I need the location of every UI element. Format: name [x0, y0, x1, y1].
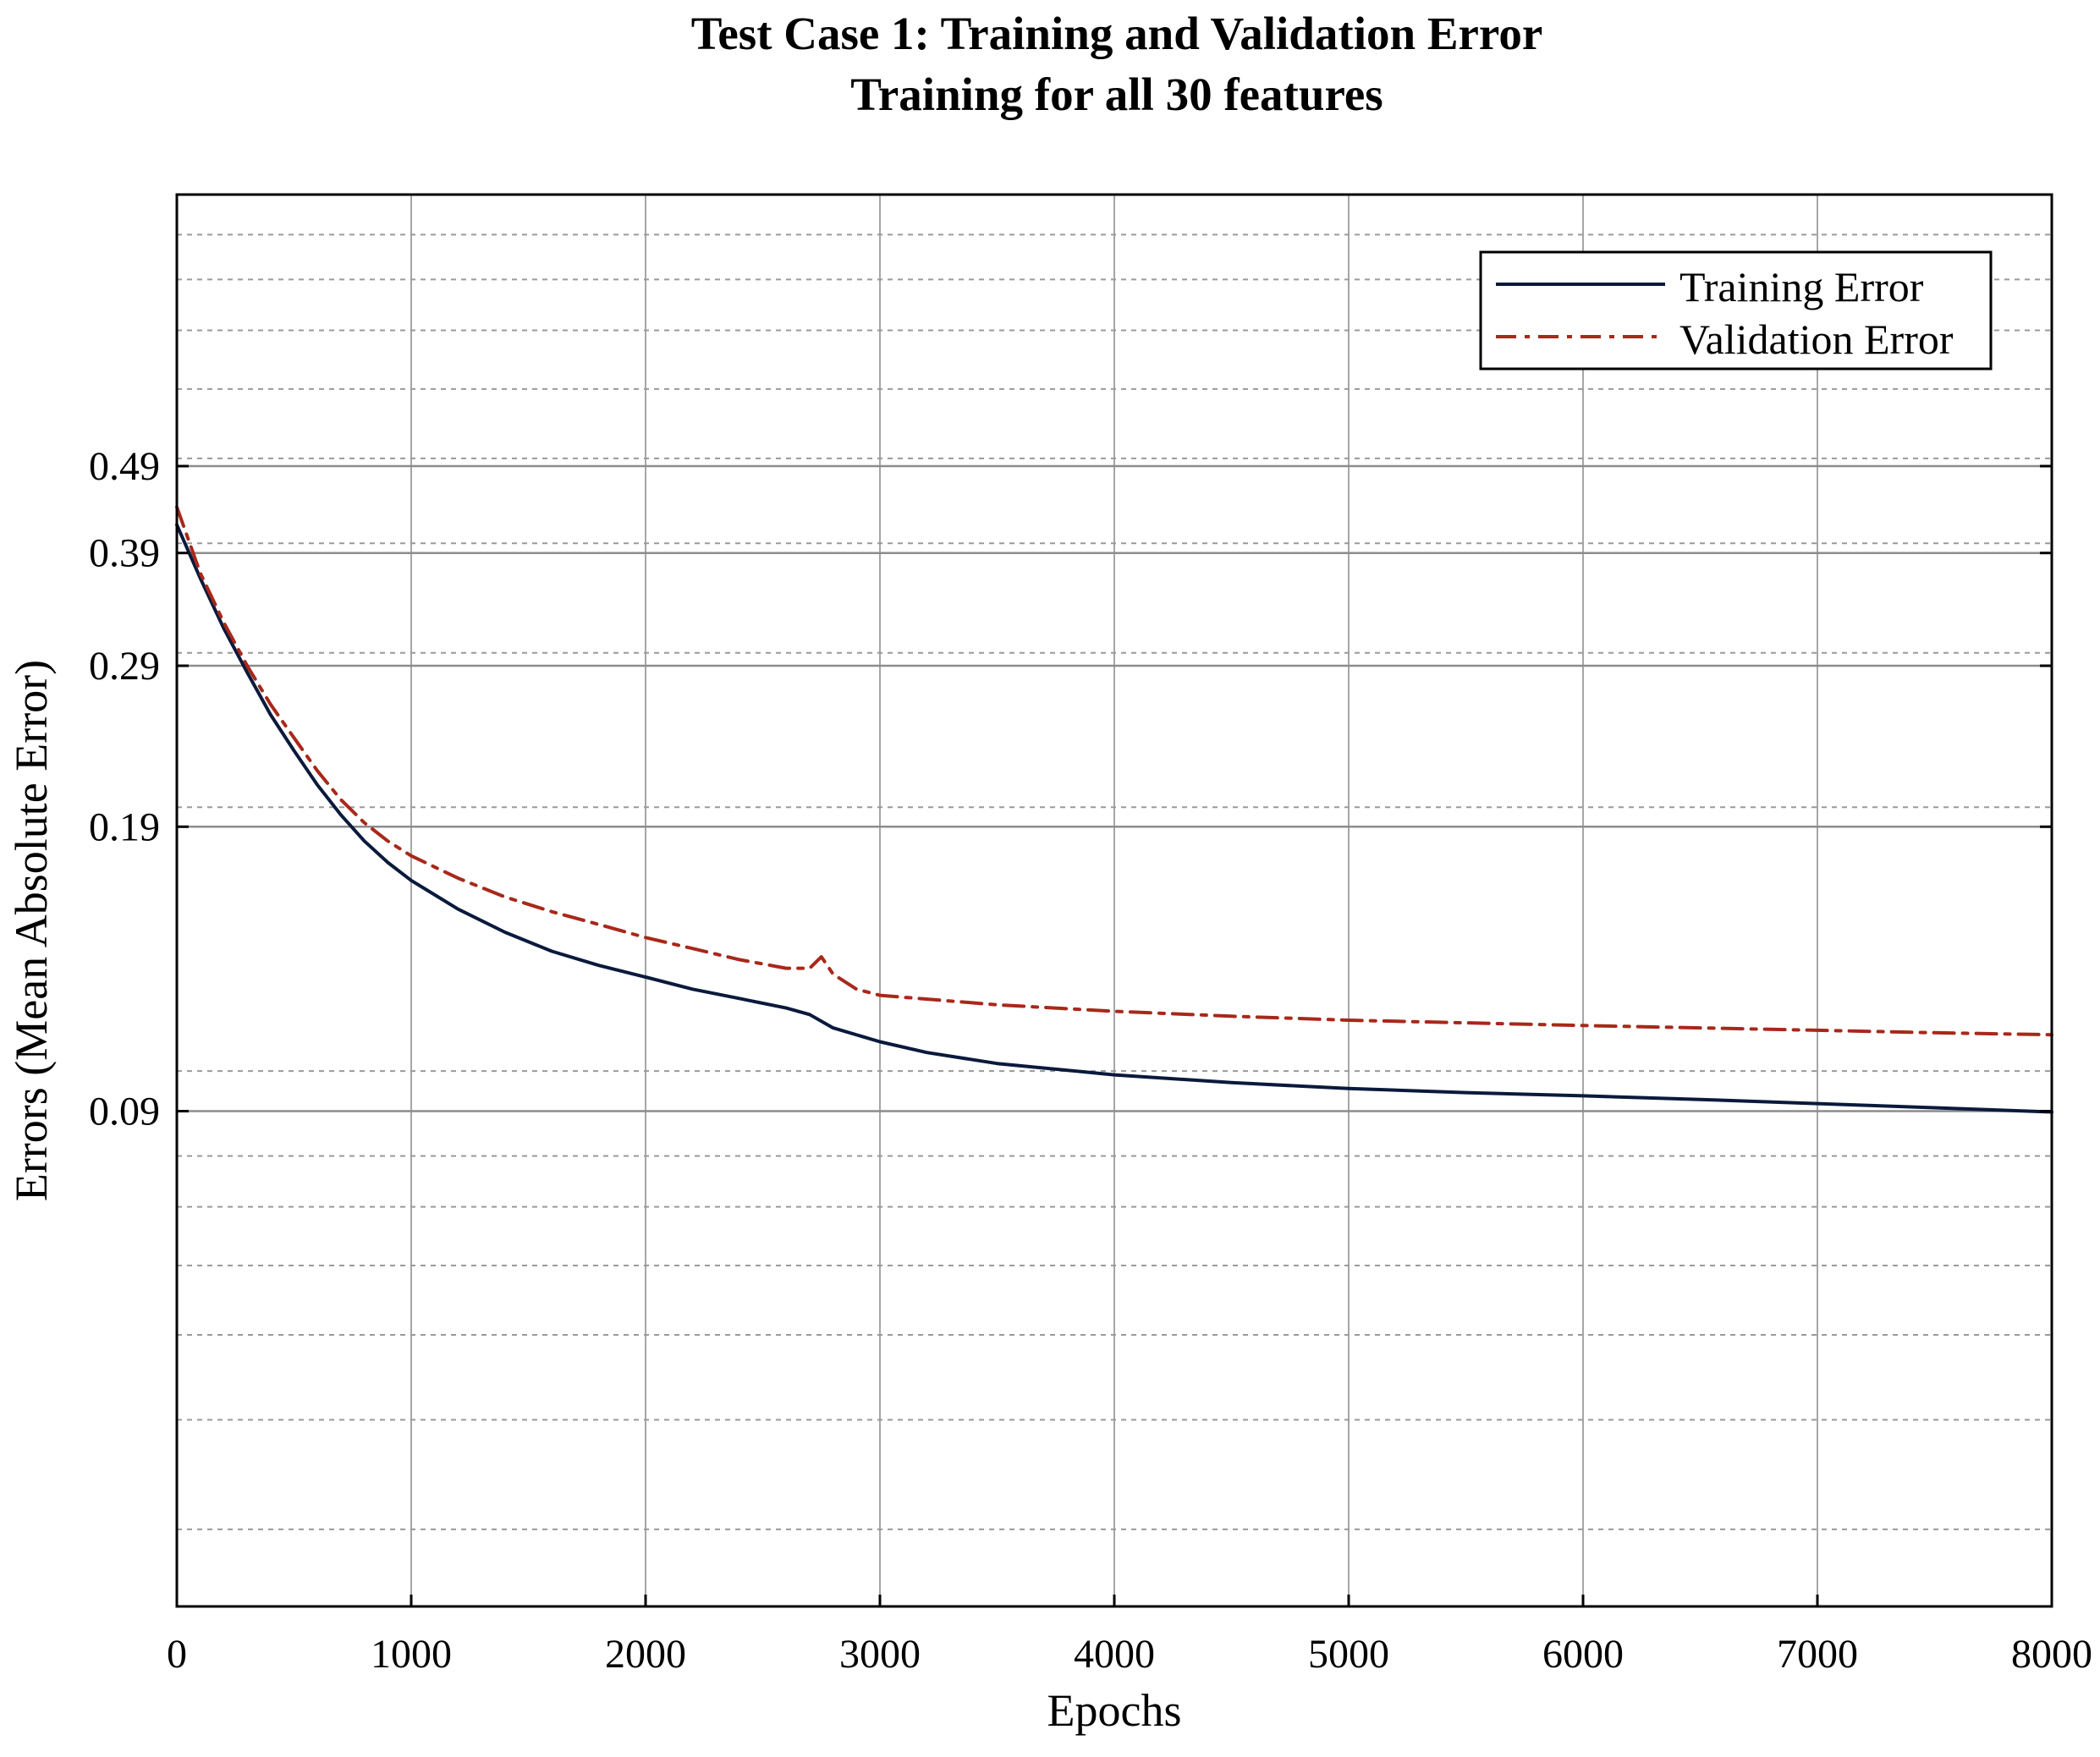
y-tick-label: 0.09 — [89, 1090, 160, 1134]
x-tick-label: 2000 — [605, 1632, 686, 1677]
y-tick-label: 0.49 — [89, 444, 160, 489]
y-axis-label: Errors (Mean Absolute Error) — [6, 660, 57, 1201]
legend-label-validation: Validation Error — [1679, 316, 1954, 363]
series-validation-error-line — [175, 505, 2053, 1037]
grid-layer — [177, 195, 2052, 1606]
legend-label-training: Training Error — [1679, 263, 1924, 310]
x-tick-label: 1000 — [371, 1632, 452, 1677]
legend: Training Error Validation Error — [1479, 250, 1993, 371]
x-tick-label: 4000 — [1074, 1632, 1155, 1677]
y-tick-label: 0.39 — [89, 531, 160, 576]
x-tick-label: 3000 — [839, 1632, 921, 1677]
chart-subtitle: Training for all 30 features — [850, 69, 1383, 120]
x-tick-label: 0 — [167, 1632, 187, 1677]
x-tick-label: 5000 — [1308, 1632, 1389, 1677]
x-tick-label: 8000 — [2011, 1632, 2092, 1677]
series-training-error-line — [175, 523, 2053, 1114]
series-layer — [175, 505, 2053, 1114]
y-tick-label: 0.19 — [89, 804, 160, 849]
tick-layer: 0 1000 2000 3000 4000 5000 6000 7000 8000 0.09 0.1… — [89, 444, 2092, 1677]
x-tick-label: 7000 — [1777, 1632, 1858, 1677]
x-tick-label: 6000 — [1542, 1632, 1624, 1677]
x-axis-label: Epochs — [1047, 1685, 1182, 1736]
y-tick-label: 0.29 — [89, 644, 160, 689]
chart-title: Test Case 1: Training and Validation Err… — [691, 8, 1543, 59]
legend-box — [1479, 250, 1993, 371]
